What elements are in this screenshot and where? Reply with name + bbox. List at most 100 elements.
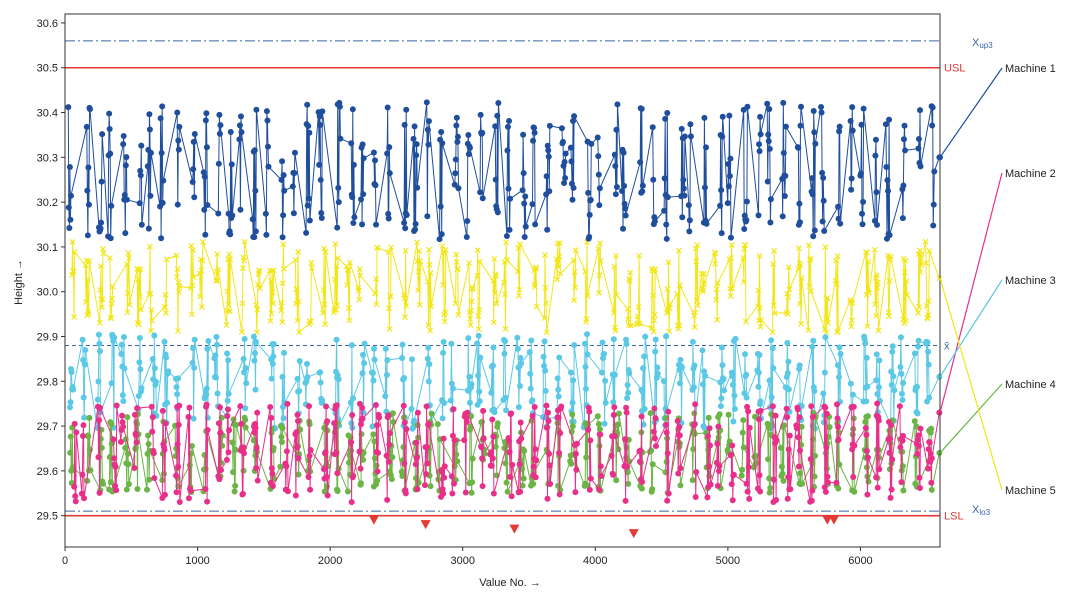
series-3-point-173 bbox=[426, 361, 433, 368]
series-1-point-310 bbox=[681, 192, 688, 199]
series-3-point-396 bbox=[863, 354, 870, 361]
series-2-point-32 bbox=[134, 405, 141, 412]
series-5-point-70 bbox=[198, 304, 205, 311]
series-1-point-73 bbox=[215, 160, 222, 167]
series-3-point-378 bbox=[822, 334, 829, 341]
series-5-point-386 bbox=[849, 300, 856, 306]
series-5-point-181 bbox=[426, 261, 433, 268]
series-2-point-207 bbox=[489, 455, 496, 462]
series-5-point-304 bbox=[676, 282, 683, 289]
series-3-point-153 bbox=[382, 345, 389, 352]
series-3-point-326 bbox=[729, 373, 736, 380]
series-5-point-430 bbox=[926, 248, 933, 254]
series-4-point-172 bbox=[400, 444, 407, 451]
series-5-point-117 bbox=[294, 286, 300, 293]
series-1-point-155 bbox=[373, 221, 380, 228]
series-5-point-265 bbox=[610, 309, 617, 316]
series-2-point-284 bbox=[651, 405, 658, 412]
series-5-point-132 bbox=[322, 321, 329, 328]
series-2-point-274 bbox=[623, 404, 630, 411]
series-5-point-247 bbox=[556, 253, 563, 260]
series-2-point-155 bbox=[386, 430, 393, 437]
series-2-point-321 bbox=[729, 442, 736, 449]
series-2-point-99 bbox=[283, 463, 290, 470]
series-5-point-197 bbox=[455, 311, 462, 318]
series-5-point-368 bbox=[808, 288, 814, 295]
series-1-point-369 bbox=[796, 219, 803, 226]
series-3-point-321 bbox=[719, 362, 726, 369]
series-1-point-413 bbox=[885, 188, 892, 195]
series-5-point-209 bbox=[475, 326, 482, 332]
series-1-point-252 bbox=[568, 158, 575, 165]
series-5-point-422 bbox=[918, 262, 925, 268]
series-1-point-55 bbox=[174, 201, 181, 208]
series-5-point-239 bbox=[542, 284, 549, 291]
series-5-point-78 bbox=[223, 321, 230, 328]
series-4-point-50 bbox=[160, 470, 167, 477]
series-2-point-20 bbox=[113, 487, 120, 494]
series-2-point-148 bbox=[376, 414, 383, 421]
series-2-point-8 bbox=[80, 422, 87, 429]
series-5-point-13 bbox=[86, 258, 93, 264]
series-1-point-268 bbox=[595, 171, 602, 178]
series-2-point-14 bbox=[97, 404, 104, 411]
series-5-point-184 bbox=[428, 303, 435, 310]
series-1-point-354 bbox=[766, 145, 773, 152]
series-1-point-409 bbox=[882, 121, 889, 128]
series-5-point-107 bbox=[270, 267, 277, 274]
series-3-point-90 bbox=[242, 405, 249, 412]
series-5-point-148 bbox=[346, 259, 353, 266]
series-5-point-0 bbox=[69, 272, 75, 279]
series-5-point-311 bbox=[694, 242, 701, 248]
series-1-point-222 bbox=[519, 187, 526, 194]
series-4-point-349 bbox=[767, 484, 774, 491]
series-2-point-337 bbox=[757, 407, 764, 414]
series-2-point-165 bbox=[414, 486, 421, 493]
series-2-point-377 bbox=[833, 401, 840, 408]
series-4-point-354 bbox=[778, 463, 785, 470]
series-1-point-311 bbox=[681, 133, 688, 140]
series-5-point-85 bbox=[227, 256, 234, 263]
series-1-point-403 bbox=[860, 105, 867, 112]
series-1-point-196 bbox=[464, 218, 471, 225]
series-5-point-94 bbox=[254, 306, 261, 313]
series-2-point-59 bbox=[202, 486, 209, 493]
series-1-point-57 bbox=[175, 146, 182, 153]
series-2-point-169 bbox=[423, 471, 430, 478]
series-2-point-88 bbox=[253, 445, 260, 452]
violation-marker-1 bbox=[420, 520, 431, 530]
series-3-point-233 bbox=[542, 367, 549, 374]
series-1-point-45 bbox=[147, 192, 154, 199]
series-1-point-148 bbox=[359, 141, 366, 148]
series-5-point-405 bbox=[886, 278, 893, 285]
series-1-point-113 bbox=[291, 169, 298, 176]
series-1-point-51 bbox=[159, 103, 166, 110]
series-5-point-287 bbox=[650, 292, 657, 299]
series-2-point-353 bbox=[787, 486, 794, 493]
series-5-point-208 bbox=[475, 312, 482, 319]
series-5-point-194 bbox=[453, 259, 460, 265]
series-3-point-397 bbox=[864, 383, 871, 390]
series-3-point-282 bbox=[641, 353, 648, 360]
series-3-point-211 bbox=[502, 338, 509, 345]
series-4-point-151 bbox=[360, 456, 367, 463]
series-5-point-325 bbox=[714, 280, 721, 287]
series-5-point-289 bbox=[651, 317, 658, 324]
series-5-point-357 bbox=[796, 245, 802, 252]
series-2-point-423 bbox=[925, 446, 932, 453]
series-4-point-136 bbox=[334, 488, 341, 495]
series-1-point-410 bbox=[883, 164, 890, 171]
series-2-point-304 bbox=[693, 469, 700, 476]
series-5-point-240 bbox=[543, 300, 549, 307]
series-5-point-176 bbox=[416, 301, 423, 308]
series-1-point-52 bbox=[159, 199, 166, 206]
series-5-point-280 bbox=[635, 320, 641, 327]
series-4-point-262 bbox=[583, 454, 590, 461]
series-1-point-236 bbox=[543, 173, 550, 180]
series-3-point-296 bbox=[663, 333, 670, 340]
series-5-point-228 bbox=[516, 292, 522, 299]
series-1-point-121 bbox=[306, 129, 313, 136]
series-4-point-188 bbox=[428, 410, 435, 417]
series-2-point-220 bbox=[516, 461, 523, 468]
series-1 bbox=[65, 99, 943, 243]
